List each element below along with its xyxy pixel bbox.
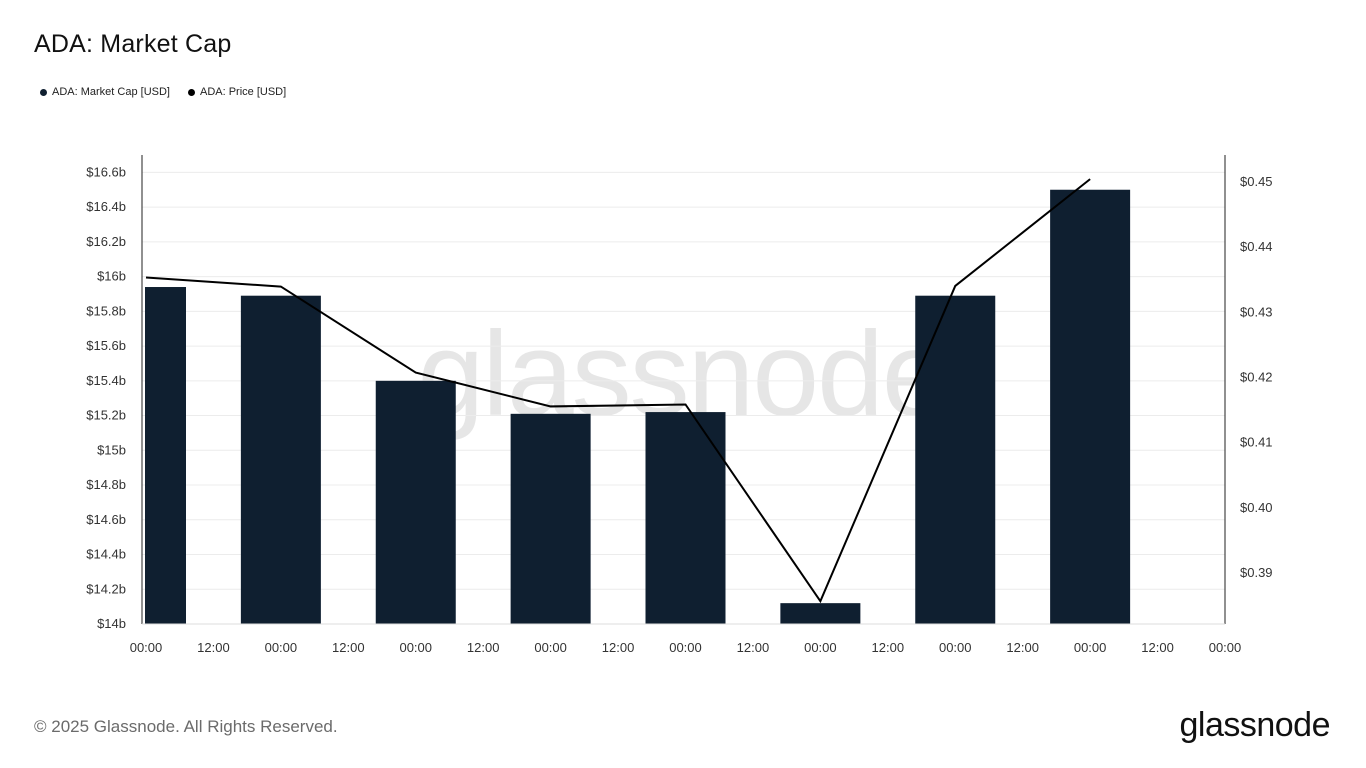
x-axis-tick-label: 00:00: [939, 640, 972, 655]
legend-item-price[interactable]: ADA: Price [USD]: [187, 86, 287, 98]
right-axis-tick-label: $0.44: [1240, 239, 1273, 254]
x-axis-tick-label: 00:00: [130, 640, 163, 655]
market-cap-bar: [145, 287, 186, 624]
x-axis-tick-label: 12:00: [872, 640, 905, 655]
left-axis-tick-label: $16b: [97, 269, 126, 284]
right-axis-tick-label: $0.40: [1240, 500, 1273, 515]
legend-marker-market-cap: [40, 88, 47, 96]
x-axis-tick-label: 00:00: [669, 640, 702, 655]
market-cap-bar: [645, 412, 726, 624]
left-axis-tick-label: $15.2b: [86, 408, 126, 423]
x-axis-tick-label: 12:00: [332, 640, 365, 655]
left-axis-ticks: $14b $14.2b $14.4b $14.6b $14.8b $15b $15.2b $1…: [86, 164, 126, 631]
left-axis-tick-label: $14.4b: [86, 547, 126, 562]
x-axis-ticks: 00:00 12:00 00:00 12:00 00:00 12:00 00:00 12:00…: [130, 640, 1242, 655]
x-axis-tick-label: 00:00: [534, 640, 567, 655]
price-line: [145, 178, 1091, 604]
left-axis-tick-label: $15.4b: [86, 373, 126, 388]
legend-label-price: ADA: Price [USD]: [199, 86, 287, 98]
right-axis-tick-label: $0.43: [1240, 304, 1273, 319]
axes: [141, 155, 1226, 625]
left-axis-tick-label: $15.8b: [86, 303, 126, 318]
price-line-group: [145, 178, 1091, 604]
x-axis-tick-label: 12:00: [737, 640, 770, 655]
left-axis-tick-label: $16.2b: [86, 234, 126, 249]
x-axis-tick-label: 00:00: [804, 640, 837, 655]
market-cap-bar: [375, 380, 456, 624]
legend-label-market-cap: ADA: Market Cap [USD]: [52, 86, 170, 98]
market-cap-bar: [240, 295, 321, 624]
chart-area: glassnode $14b$14.2b$14.4b$14.6b$14.8b$1…: [86, 155, 1273, 655]
left-axis-tick-label: $14b: [97, 616, 126, 631]
left-axis-tick-label: $14.6b: [86, 512, 126, 527]
market-cap-bar: [1050, 189, 1131, 625]
right-axis-tick-label: $0.42: [1240, 369, 1273, 384]
x-axis-tick-label: 00:00: [265, 640, 298, 655]
market-cap-bar: [780, 603, 861, 624]
left-axis-tick-label: $15.6b: [86, 338, 126, 353]
x-axis-tick-label: 12:00: [1006, 640, 1039, 655]
legend-marker-price: [187, 88, 195, 96]
chart-title: ADA: Market Cap: [34, 30, 232, 58]
x-axis-tick-label: 00:00: [1074, 640, 1107, 655]
right-axis-ticks: $0.39 $0.40 $0.41 $0.42 $0.43 $0.44 $0.45: [1240, 174, 1273, 580]
left-axis-tick-label: $14.8b: [86, 477, 126, 492]
legend: ADA: Market Cap [USD] ADA: Price [USD]: [40, 86, 286, 98]
left-axis-tick-label: $15b: [97, 442, 126, 457]
left-axis-tick-label: $16.6b: [86, 164, 126, 179]
legend-item-market-cap[interactable]: ADA: Market Cap [USD]: [40, 86, 170, 98]
right-axis-tick-label: $0.45: [1240, 174, 1273, 189]
left-axis-tick-label: $16.4b: [86, 199, 126, 214]
x-axis-tick-label: 12:00: [602, 640, 635, 655]
x-axis-tick-label: 00:00: [399, 640, 432, 655]
x-axis-tick-label: 12:00: [467, 640, 500, 655]
left-axis-tick-label: $14.2b: [86, 581, 126, 596]
footer-brand-logo[interactable]: glassnode: [1179, 706, 1330, 744]
market-cap-bar: [915, 295, 996, 624]
footer-copyright: © 2025 Glassnode. All Rights Reserved.: [34, 717, 338, 736]
right-axis-tick-label: $0.39: [1240, 565, 1273, 580]
x-axis-tick-label: 00:00: [1209, 640, 1242, 655]
x-axis-tick-label: 12:00: [197, 640, 230, 655]
market-cap-bar: [510, 413, 591, 624]
x-axis-tick-label: 12:00: [1141, 640, 1174, 655]
right-axis-tick-label: $0.41: [1240, 435, 1273, 450]
